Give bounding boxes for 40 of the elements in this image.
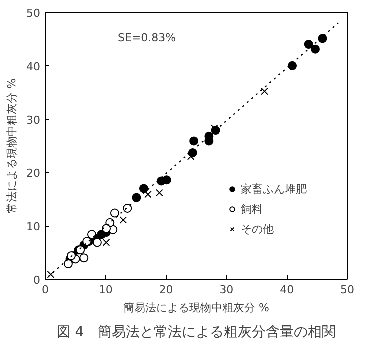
x-tick-label: 50 [340, 284, 354, 296]
y-tick-label: 0 [34, 274, 40, 287]
text: 図 4 簡易法と常法による粗灰分含量の相関 [56, 324, 336, 340]
y-tick-label: 10 [26, 220, 41, 234]
point [102, 224, 112, 234]
point [102, 238, 110, 246]
point [139, 184, 148, 194]
point [261, 88, 268, 96]
point [120, 216, 128, 224]
y-tick-label: 20 [26, 167, 41, 180]
x-tick-label: 0 [42, 284, 49, 296]
legend-label: 家畜ふん堆肥 [241, 182, 307, 196]
x-tick-label: 40 [280, 284, 294, 296]
x-tick-label: 30 [220, 284, 234, 296]
point [304, 40, 314, 50]
y-tick-label: 30 [26, 114, 41, 127]
y-tick-label: 50 [26, 7, 41, 20]
x-axis-title: 簡易法による現物中粗灰分 % [124, 302, 270, 314]
point [187, 153, 195, 160]
point [132, 193, 142, 202]
x-tick-label: 10 [98, 284, 113, 296]
point [310, 44, 320, 54]
x-tick-label: 20 [159, 284, 174, 296]
point [144, 190, 152, 198]
point [288, 61, 298, 70]
point [88, 230, 97, 240]
annotation: SE=0.83% [118, 32, 176, 45]
point [210, 124, 218, 132]
point [190, 136, 199, 146]
legend-label: 飼料 [241, 202, 263, 216]
point [123, 204, 132, 213]
point [80, 254, 89, 263]
legend-label: その他 [241, 222, 274, 236]
point [92, 238, 102, 248]
y-tick-label: 40 [26, 60, 41, 74]
point [110, 208, 120, 218]
point [318, 34, 328, 44]
point [156, 176, 166, 186]
point [156, 189, 164, 197]
y-axis-title: 常法による現物中粗灰分 % [6, 78, 19, 214]
